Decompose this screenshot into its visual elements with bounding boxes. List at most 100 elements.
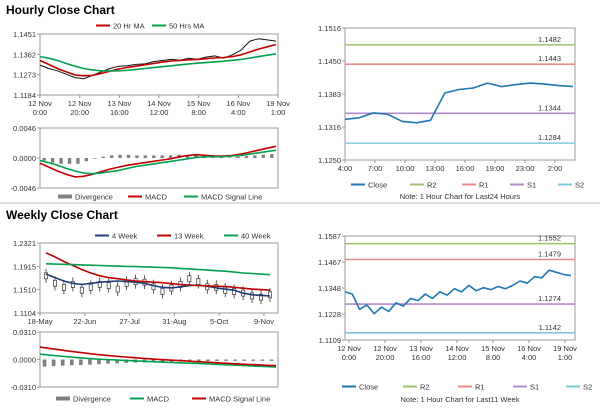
hourly-macd-divergence-bar <box>261 154 266 158</box>
hourly-macd-divergence-bar <box>270 154 274 158</box>
hourly-price-ytick-label: 1.1451 <box>13 30 36 39</box>
weekly-macd-divergence-bar <box>197 359 201 362</box>
hourly-macd-divergence-bar <box>219 157 223 158</box>
hourly-close-ytick-label: 1.1383 <box>318 90 341 99</box>
hourly-price-xtick-label: 12 Nov <box>28 99 52 108</box>
hourly-price-xtick-label: 16 Nov <box>226 99 250 108</box>
weekly-close-xtick-label: 12 Nov <box>337 344 361 353</box>
weekly-price-candle <box>44 272 48 280</box>
weekly-macd-divergence-bar <box>269 359 274 361</box>
weekly-price-candle <box>250 292 255 300</box>
weekly-price-xtick-label: 9-Nov <box>254 317 274 326</box>
weekly-macd-divergence-bar <box>69 359 74 366</box>
weekly-close-legend-label: R2 <box>420 383 430 392</box>
hourly-close-xtick-label: 7:00 <box>368 164 383 173</box>
weekly-price-ytick-label: 1.1510 <box>13 286 36 295</box>
hourly-macd-divergence-bar <box>168 155 173 158</box>
weekly-price-candle <box>88 283 93 291</box>
weekly-close-close-line <box>344 269 572 315</box>
weekly-macd-legend-swatch <box>56 396 70 401</box>
hourly-macd-divergence-bar <box>194 155 198 158</box>
weekly-price-frame <box>39 242 279 314</box>
hourly-price-frame <box>39 33 279 96</box>
weekly-price-candle <box>106 282 111 289</box>
hourly-macd-divergence-bar <box>253 155 257 158</box>
weekly-close-xtick-label: 1:00 <box>558 353 573 362</box>
weekly-close-ytick-label: 1.1467 <box>318 258 341 267</box>
hourly-price-xtick-label: 20:00 <box>70 108 89 117</box>
weekly-close-xtick-label: 0:00 <box>342 353 357 362</box>
weekly-macd-divergence-bar <box>42 359 47 367</box>
weekly-macd-divergence-bar <box>233 359 237 361</box>
weekly-macd-divergence-bar <box>260 359 265 361</box>
weekly-price-candle <box>115 285 120 293</box>
hourly-price-xtick-label: 14 Nov <box>147 99 171 108</box>
hourly-price-ytick-label: 1.1362 <box>13 50 36 59</box>
weekly-macd-legend-label: Divergence <box>73 395 111 404</box>
hourly-macd-signal-line <box>39 149 277 175</box>
hourly-close-xtick-label: 10:00 <box>396 164 415 173</box>
weekly-price-candle <box>61 283 66 291</box>
hourly-close-xtick-label: 2:00 <box>548 164 563 173</box>
hourly-macd-divergence-bar <box>135 155 139 158</box>
weekly-macd-legend-label: MACD <box>147 395 170 404</box>
weekly-close-level-label: 1.1142 <box>539 323 561 332</box>
weekly-close-level-label: 1.1274 <box>538 294 561 303</box>
hourly-macd-ytick-label: 0.0000 <box>13 154 36 163</box>
hourly-price-xtick-label: 8:00 <box>191 108 206 117</box>
hourly-close-ytick-label: 1.1516 <box>318 24 341 33</box>
weekly-close-chart-title: Weekly Close Chart <box>6 208 118 222</box>
hourly-macd-divergence-bar <box>76 158 80 164</box>
hourly-macd-divergence-bar <box>101 156 105 158</box>
weekly-close-legend-label: R1 <box>475 383 485 392</box>
weekly-close-note: Note: 1 Hour Chart for Last11 Week <box>401 395 520 404</box>
hourly-macd-ytick-label: -0.0046 <box>11 184 36 193</box>
weekly-price-ytick-label: 1.2321 <box>13 239 36 248</box>
weekly-close-xtick-label: 16 Nov <box>517 344 541 353</box>
weekly-close-xtick-label: 19 Nov <box>553 344 577 353</box>
weekly-close-ytick-label: 1.1109 <box>319 336 341 345</box>
hourly-price-legend-label: 20 Hr MA <box>113 22 145 31</box>
hourly-price-xtick-label: 12 Nov <box>68 99 92 108</box>
weekly-macd-divergence-bar <box>151 359 156 363</box>
weekly-price-xtick-label: 5-Oct <box>210 317 229 326</box>
weekly-macd-divergence-bar <box>97 359 101 365</box>
weekly-price-candle <box>151 283 156 291</box>
hourly-close-level-label: 1.1284 <box>538 133 561 142</box>
weekly-macd-divergence-bar <box>115 359 119 364</box>
hourly-close-note: Note: 1 Hour Chart for Last24 Hours <box>400 192 521 201</box>
weekly-close-legend-label: S1 <box>530 383 539 392</box>
hourly-macd-divergence-bar <box>211 157 215 158</box>
weekly-close-ytick-label: 1.1228 <box>318 310 341 319</box>
weekly-close-xtick-label: 12:00 <box>448 353 467 362</box>
hourly-close-xtick-label: 19:00 <box>486 164 505 173</box>
weekly-price-13week-line <box>45 252 271 291</box>
hourly-close-level-label: 1.1443 <box>538 54 561 63</box>
weekly-macd-ytick-label: 0.0310 <box>13 328 36 337</box>
hourly-close-level-label: 1.1482 <box>538 35 561 44</box>
weekly-macd-signal-line <box>39 346 277 367</box>
hourly-close-legend-label: Close <box>368 181 387 190</box>
weekly-price-xtick-label: 18-May <box>27 317 52 326</box>
weekly-close-xtick-label: 15 Nov <box>481 344 505 353</box>
weekly-macd-macd-line <box>39 353 277 368</box>
hourly-close-legend-label: S1 <box>527 181 536 190</box>
hourly-close-close-line <box>344 82 574 124</box>
weekly-price-xtick-label: 31-Aug <box>162 317 186 326</box>
weekly-price-candle <box>187 275 192 283</box>
hourly-macd-macd-line <box>39 145 277 178</box>
hourly-price-ytick-label: 1.1273 <box>13 71 36 80</box>
weekly-price-xtick-label: 27-Jul <box>119 317 140 326</box>
hourly-macd-divergence-bar <box>227 157 232 158</box>
weekly-macd-divergence-bar <box>60 359 65 366</box>
hourly-price-xtick-label: 13 Nov <box>107 99 131 108</box>
hourly-macd-divergence-bar <box>50 158 55 163</box>
weekly-price-candle <box>53 279 57 287</box>
weekly-macd-divergence-bar <box>88 359 92 365</box>
hourly-macd-divergence-bar <box>244 156 249 158</box>
hourly-macd-legend-label: MACD Signal Line <box>201 193 262 202</box>
weekly-macd-divergence-bar <box>160 359 165 362</box>
hourly-price-xtick-label: 4:00 <box>231 108 246 117</box>
weekly-macd-ytick-label: -0.0310 <box>11 383 36 392</box>
weekly-price-candle <box>79 286 84 294</box>
